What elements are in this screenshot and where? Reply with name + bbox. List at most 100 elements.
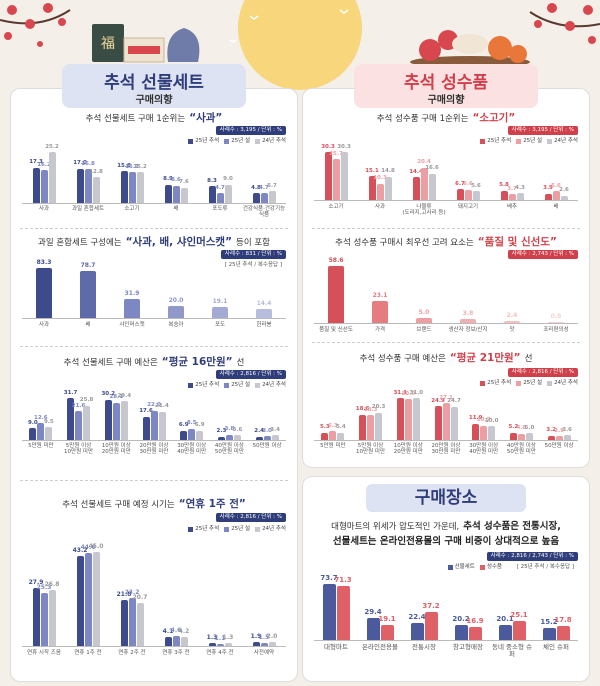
category-label: 체인 슈퍼 bbox=[543, 643, 569, 651]
note-text: [ 25년 추석 / 복수응답 ] bbox=[516, 564, 574, 570]
category-label: 30만원 이상 40만원 미만 bbox=[469, 443, 499, 456]
value-label: 5.6 bbox=[551, 182, 561, 189]
value-label: 1.9 bbox=[250, 633, 262, 641]
value-label: 4.8 bbox=[251, 184, 261, 191]
legend: 25년 추석 25년 설 24년 추석 bbox=[188, 525, 286, 533]
bar bbox=[509, 432, 517, 440]
bar bbox=[168, 305, 184, 318]
bar bbox=[37, 423, 45, 440]
legend-swatch bbox=[447, 564, 453, 570]
bar bbox=[252, 642, 260, 646]
bar bbox=[104, 399, 112, 440]
value-label: 20.0 bbox=[168, 296, 184, 304]
bar bbox=[328, 266, 344, 323]
legend-swatch bbox=[188, 382, 194, 388]
value-label: 2.0 bbox=[266, 632, 278, 640]
bar bbox=[376, 183, 384, 200]
bar bbox=[480, 425, 488, 440]
bar bbox=[472, 191, 480, 200]
bar bbox=[216, 193, 224, 203]
value-label: 21.6 bbox=[71, 402, 86, 409]
bar bbox=[76, 168, 84, 203]
bar bbox=[172, 636, 180, 646]
value-label: 24.7 bbox=[447, 398, 461, 405]
description-bold: 선물세트는 온라인전용몰의 구매 비중이 상대적으로 높음 bbox=[332, 536, 560, 547]
description-line: 선물세트는 온라인전용몰의 구매 비중이 상대적으로 높음 bbox=[306, 535, 586, 549]
bar bbox=[424, 611, 438, 640]
category-label: 전통시장 bbox=[412, 643, 436, 651]
value-label: 17.6 bbox=[139, 408, 153, 415]
bar bbox=[336, 585, 350, 640]
bar bbox=[556, 626, 570, 640]
legend-swatch bbox=[547, 380, 553, 386]
panel-title: 추석 성수품 bbox=[403, 73, 489, 93]
value-label: 25.2 bbox=[45, 143, 59, 150]
bar bbox=[45, 427, 53, 440]
bar bbox=[560, 195, 568, 200]
value-label: 3.8 bbox=[224, 426, 235, 433]
value-label: 14.8 bbox=[381, 168, 395, 175]
bar bbox=[504, 320, 520, 323]
legend-swatch bbox=[255, 526, 261, 532]
legend-swatch bbox=[480, 138, 486, 144]
bar bbox=[322, 584, 336, 640]
bar bbox=[498, 624, 512, 640]
legend-item: 25년 추석 bbox=[188, 381, 219, 389]
value-label: 30.3 bbox=[337, 143, 351, 150]
note-box: 사례수 : 2,743 / 단위 : % bbox=[507, 250, 578, 259]
bar bbox=[555, 436, 563, 440]
legend-label: 성수품 bbox=[486, 564, 502, 570]
legend-swatch bbox=[224, 526, 230, 532]
section-title: 구매장소 bbox=[366, 484, 526, 512]
bar bbox=[224, 643, 232, 646]
legend-item: 25년 설 bbox=[516, 379, 542, 387]
bar bbox=[260, 193, 268, 203]
value-label: 26.8 bbox=[44, 581, 60, 589]
bar bbox=[464, 189, 472, 200]
bar bbox=[212, 306, 228, 318]
bar bbox=[512, 620, 526, 640]
value-label: 3.2 bbox=[546, 427, 557, 434]
bar bbox=[404, 399, 412, 440]
value-label: 16.6 bbox=[425, 165, 439, 172]
value-label: 29.4 bbox=[364, 607, 382, 616]
title-text: 추석 성수품 구매 예산은 bbox=[359, 354, 446, 364]
legend-label: 25년 설 bbox=[231, 526, 251, 532]
title-highlight: “소고기” bbox=[472, 112, 516, 124]
value-label: 4.1 bbox=[162, 628, 174, 636]
divider bbox=[312, 342, 580, 343]
bar bbox=[252, 193, 260, 203]
bar bbox=[83, 405, 91, 440]
category-label: 온라인전용몰 bbox=[362, 643, 398, 651]
legend-label: 25년 추석 bbox=[195, 526, 220, 532]
value-label: 6.9 bbox=[178, 422, 189, 429]
bar bbox=[32, 167, 40, 203]
legend-item: 24년 추석 bbox=[547, 137, 578, 145]
bar bbox=[196, 430, 204, 440]
bar bbox=[92, 177, 100, 203]
value-label: 43.2 bbox=[72, 546, 88, 554]
category-label: 포도류 bbox=[212, 206, 228, 212]
bar bbox=[80, 270, 96, 318]
legend-swatch bbox=[224, 382, 230, 388]
category-label: 배 bbox=[173, 206, 179, 212]
value-label: 25.1 bbox=[510, 610, 528, 619]
category-label: 나물류 (도라지,고사리 등) bbox=[402, 204, 446, 217]
value-label: 27.9 bbox=[28, 578, 44, 586]
legend-swatch bbox=[224, 138, 230, 144]
value-label: 8.5 bbox=[186, 420, 197, 427]
legend-swatch bbox=[255, 138, 261, 144]
bar bbox=[128, 597, 136, 646]
legend-label: 25년 설 bbox=[523, 380, 543, 386]
category-label: 사과 bbox=[38, 322, 50, 328]
value-label: 11.9 bbox=[468, 415, 483, 422]
bar bbox=[75, 411, 83, 440]
bar bbox=[233, 435, 241, 440]
bar bbox=[158, 411, 166, 440]
baseline bbox=[314, 440, 578, 441]
category-label: 5만원 미만 bbox=[28, 443, 54, 449]
bar bbox=[410, 622, 424, 640]
legend-swatch bbox=[480, 380, 486, 386]
right-panel-header bbox=[354, 64, 538, 108]
category-label: 30만원 이상 40만원 미만 bbox=[177, 443, 207, 456]
